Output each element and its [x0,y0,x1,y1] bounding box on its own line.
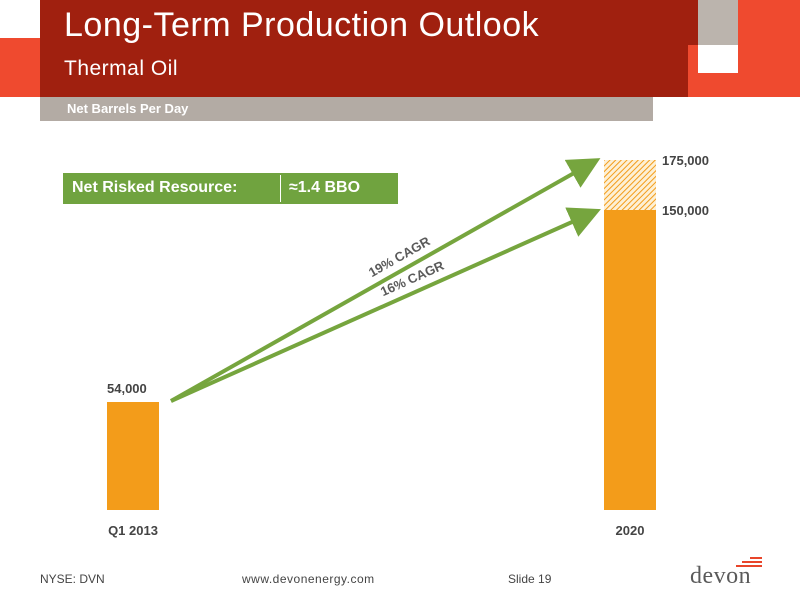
unit-label: Net Barrels Per Day [67,101,189,116]
bar-upside-1 [604,160,656,210]
data-label: 54,000 [107,381,147,396]
data-label: 150,000 [662,203,709,218]
cagr-arrow [170,158,601,403]
cagr-arrow [170,207,601,403]
header-banner [40,0,738,97]
logo-mark-icon [736,557,762,567]
decor-block-white [698,45,738,73]
x-tick-label: Q1 2013 [108,523,158,538]
decor-block-left [0,38,40,97]
footer-ticker: NYSE: DVN [40,572,105,586]
data-label: 175,000 [662,153,709,168]
unit-bar [40,97,653,121]
bar-base-0 [107,402,159,510]
x-tick-label: 2020 [616,523,645,538]
page-subtitle: Thermal Oil [64,57,179,80]
resource-divider [280,175,281,202]
bar-base-1 [604,210,656,510]
resource-callout: Net Risked Resource: ≈1.4 BBO [63,173,398,204]
resource-label: Net Risked Resource: [72,179,238,196]
footer-slide-number: Slide 19 [508,572,552,586]
resource-value: ≈1.4 BBO [289,179,361,196]
decor-block-gray [698,0,740,45]
logo: devon [690,563,752,589]
decor-block-red [738,0,800,45]
page-title: Long-Term Production Outlook [64,6,540,44]
footer-website[interactable]: www.devonenergy.com [242,572,375,586]
